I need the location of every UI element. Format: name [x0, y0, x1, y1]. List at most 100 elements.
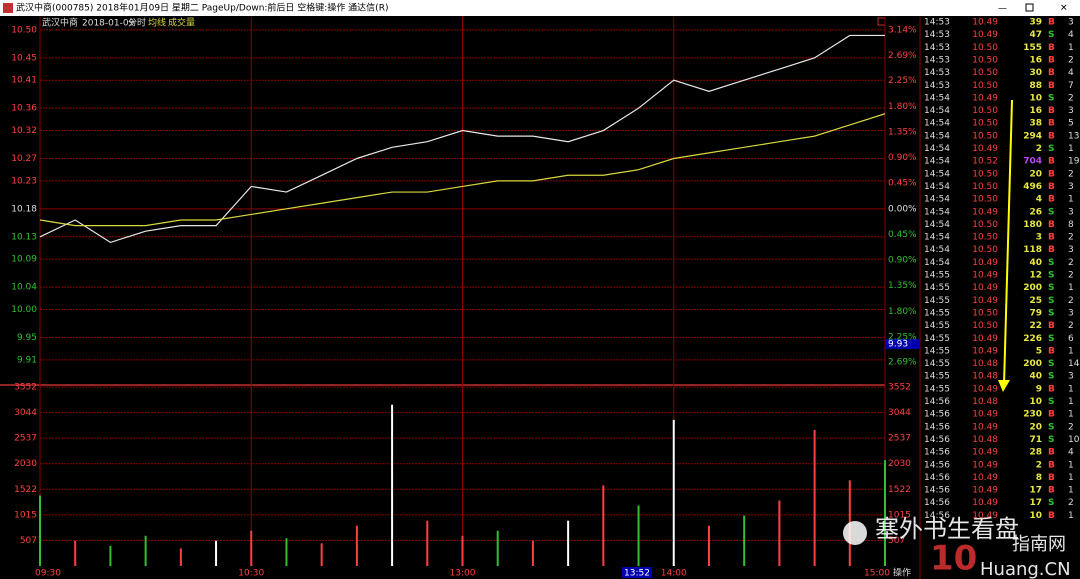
price-line: [39, 34, 885, 244]
tick-count: 2: [1068, 498, 1074, 508]
tick-count: 19: [1068, 157, 1080, 167]
tick-volume: 10: [1029, 397, 1042, 407]
tick-price: 10.52: [972, 157, 998, 167]
tick-side: B: [1048, 448, 1055, 458]
volume-bar: [179, 548, 182, 566]
tick-count: 3: [1068, 372, 1074, 382]
tick-price: 10.49: [972, 207, 998, 217]
minimize-button[interactable]: —: [998, 4, 1007, 14]
tick-time: 14:56: [924, 410, 950, 420]
tick-side: B: [1048, 460, 1055, 470]
tick-time: 14:54: [924, 144, 950, 154]
tick-time: 14:55: [924, 346, 950, 356]
tick-side: B: [1048, 55, 1055, 65]
tick-price: 10.50: [972, 195, 998, 205]
tick-price: 10.49: [972, 18, 998, 28]
y2-tick-label: 0.45%: [888, 230, 917, 240]
tick-price: 10.49: [972, 334, 998, 344]
header-stock: 武汉中商: [42, 17, 78, 29]
y2-tick-label: 2.25%: [888, 332, 917, 342]
tick-volume: 71: [1029, 435, 1042, 445]
maximize-button[interactable]: [1025, 3, 1034, 12]
tick-price: 10.49: [972, 258, 998, 268]
tick-time: 14:53: [924, 68, 950, 78]
tick-side: B: [1048, 106, 1055, 116]
tick-volume: 26: [1029, 207, 1042, 217]
tick-price: 10.50: [972, 119, 998, 129]
tick-time: 14:54: [924, 245, 950, 255]
tick-count: 1: [1068, 195, 1074, 205]
tick-volume: 180: [1023, 220, 1042, 230]
tick-count: 1: [1068, 283, 1074, 293]
tick-time: 14:55: [924, 372, 950, 382]
tick-volume: 5: [1036, 346, 1042, 356]
tick-count: 1: [1068, 410, 1074, 420]
tick-price: 10.49: [972, 30, 998, 40]
y2-tick-label: 2.25%: [888, 76, 917, 86]
tick-count: 2: [1068, 55, 1074, 65]
cursor-time-box: [622, 567, 652, 578]
tick-time: 14:54: [924, 182, 950, 192]
tick-time: 14:54: [924, 119, 950, 129]
tick-count: 1: [1068, 397, 1074, 407]
tick-volume: 118: [1023, 245, 1042, 255]
y2-tick-label: 1.35%: [888, 127, 917, 137]
tick-volume: 2: [1036, 460, 1042, 470]
watermark-logo-cn: 指南网: [1012, 534, 1066, 555]
y-tick-label: 9.95: [17, 333, 37, 343]
y-tick-label: 10.27: [11, 154, 37, 164]
tick-count: 3: [1068, 182, 1074, 192]
tick-price: 10.50: [972, 55, 998, 65]
y-tick-label-right: 3044: [888, 408, 911, 418]
price-line: [39, 113, 886, 227]
volume-bar: [637, 505, 640, 566]
tick-side: B: [1048, 410, 1055, 420]
y-tick-label-right: 1015: [888, 510, 911, 520]
tick-price: 10.49: [972, 410, 998, 420]
tick-time: 14:55: [924, 384, 950, 394]
tick-side: B: [1048, 119, 1055, 129]
tick-price: 10.48: [972, 397, 998, 407]
tick-count: 1: [1068, 384, 1074, 394]
tick-time: 14:56: [924, 397, 950, 407]
y-tick-label-right: 2537: [888, 434, 911, 444]
tick-price: 10.50: [972, 68, 998, 78]
tick-side: S: [1048, 93, 1054, 103]
tick-volume: 17: [1029, 498, 1042, 508]
tick-side: B: [1048, 511, 1055, 521]
tick-price: 10.49: [972, 283, 998, 293]
tick-time: 14:55: [924, 321, 950, 331]
tick-volume: 39: [1029, 18, 1042, 28]
tick-volume: 28: [1029, 448, 1042, 458]
tick-price: 10.49: [972, 346, 998, 356]
tick-volume: 30: [1029, 68, 1042, 78]
tick-side: B: [1048, 43, 1055, 53]
cursor-price-box: [886, 339, 920, 349]
tick-price: 10.50: [972, 81, 998, 91]
y2-tick-label: 0.90%: [888, 256, 917, 266]
tick-side: B: [1048, 157, 1055, 167]
tick-price: 10.50: [972, 233, 998, 243]
tick-side: B: [1048, 346, 1055, 356]
tick-price: 10.48: [972, 435, 998, 445]
volume-bar: [144, 535, 147, 566]
tick-price: 10.50: [972, 321, 998, 331]
tick-count: 2: [1068, 169, 1074, 179]
y-tick-label: 1522: [14, 485, 37, 495]
y-tick-label: 3044: [14, 408, 37, 418]
y2-tick-label: 0.00%: [888, 204, 917, 214]
tick-side: S: [1048, 372, 1054, 382]
tick-count: 1: [1068, 144, 1074, 154]
tick-volume: 226: [1023, 334, 1042, 344]
tick-price: 10.50: [972, 182, 998, 192]
tick-count: 13: [1068, 131, 1079, 141]
tick-volume: 10: [1029, 93, 1042, 103]
close-button[interactable]: ✕: [1060, 4, 1068, 14]
operate-button[interactable]: 操作: [893, 567, 911, 579]
tick-price: 10.49: [972, 93, 998, 103]
cursor-price: 9.93: [888, 340, 908, 350]
tick-side: B: [1048, 182, 1055, 192]
tick-price: 10.50: [972, 169, 998, 179]
tick-price: 10.49: [972, 271, 998, 281]
volume-bar: [531, 540, 534, 566]
